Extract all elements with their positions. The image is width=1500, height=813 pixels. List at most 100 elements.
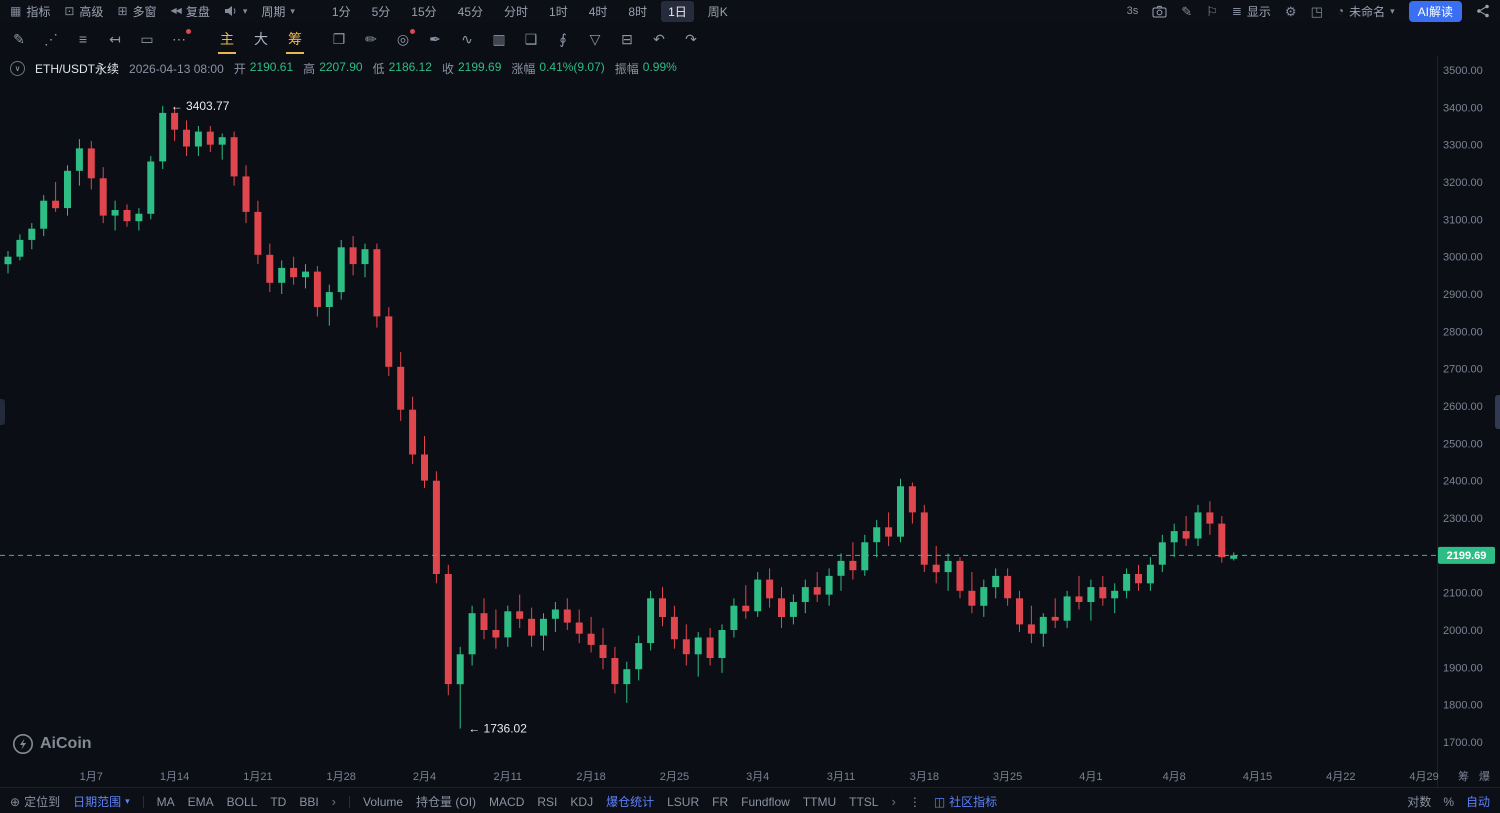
date-axis[interactable]: 1月7 1月14 1月21 1月28 2月4 2月11 2月18 2月25 3月4 3月11 3月1… bbox=[80, 771, 1439, 783]
timeframe-周K[interactable]: 周K bbox=[707, 4, 728, 19]
svg-text:2300.00: 2300.00 bbox=[1443, 513, 1483, 525]
ray-icon[interactable]: ↤ bbox=[109, 30, 121, 47]
svg-text:3月18: 3月18 bbox=[910, 771, 939, 783]
indicator-LSUR[interactable]: LSUR bbox=[667, 794, 700, 809]
annotate-icon[interactable]: ✎ bbox=[1181, 3, 1193, 19]
indicator-EMA[interactable]: EMA bbox=[187, 794, 214, 809]
indicator-TD[interactable]: TD bbox=[270, 794, 287, 809]
note-edit-icon[interactable]: ❐ bbox=[332, 30, 346, 47]
axis-option-%[interactable]: % bbox=[1443, 794, 1454, 809]
axis-option-自动[interactable]: 自动 bbox=[1465, 795, 1490, 809]
indicator-TTMU[interactable]: TTMU bbox=[802, 794, 837, 809]
paperclip-icon[interactable]: ∮ bbox=[559, 30, 567, 47]
svg-text:1月21: 1月21 bbox=[243, 771, 272, 783]
indicator-MA[interactable]: MA bbox=[156, 794, 175, 809]
replay-label: 复盘 bbox=[185, 4, 210, 19]
zoom-search-icon[interactable]: ◎ bbox=[394, 28, 415, 48]
indicator-MACD[interactable]: MACD bbox=[489, 794, 525, 809]
wave-icon[interactable]: ∿ bbox=[461, 30, 473, 47]
pencil-icon[interactable]: ✎ bbox=[13, 30, 25, 47]
expand-indicators-chevron[interactable]: › bbox=[891, 794, 896, 809]
menu-replay[interactable]: ◀◀ 复盘 bbox=[171, 3, 210, 20]
indicator-持仓量-(OI)[interactable]: 持仓量 (OI) bbox=[416, 795, 477, 809]
camera-icon[interactable] bbox=[1152, 5, 1167, 18]
candlestick-chart[interactable]: 3500.00 3400.00 3300.00 3200.00 3100.00 3000.… bbox=[0, 56, 1500, 788]
chevron-down-icon: ▾ bbox=[125, 796, 130, 806]
mores-icon[interactable]: ⋯ bbox=[170, 28, 191, 48]
svg-text:1800.00: 1800.00 bbox=[1443, 700, 1483, 712]
expand-ma-chevron[interactable]: › bbox=[331, 794, 337, 809]
indicator-TTSL[interactable]: TTSL bbox=[849, 794, 879, 809]
more-vertical-icon[interactable]: ⋮ bbox=[908, 794, 921, 809]
indicator-BBI[interactable]: BBI bbox=[299, 794, 319, 809]
svg-text:2400.00: 2400.00 bbox=[1443, 476, 1483, 488]
chart-tab-大[interactable]: 大 bbox=[254, 31, 268, 47]
pen-icon[interactable]: ✒ bbox=[429, 30, 441, 47]
filter-icon[interactable]: ▽ bbox=[589, 30, 601, 47]
timeframe-1日[interactable]: 1日 bbox=[661, 0, 694, 22]
chevron-down-icon: ▾ bbox=[242, 5, 248, 16]
toggle-liquidation[interactable]: 爆 bbox=[1479, 769, 1490, 783]
svg-text:3300.00: 3300.00 bbox=[1443, 140, 1483, 152]
brush-icon[interactable]: ✏ bbox=[365, 30, 377, 47]
svg-text:2900.00: 2900.00 bbox=[1443, 289, 1483, 301]
chart-tab-主[interactable]: 主 bbox=[218, 24, 236, 54]
date-range-button[interactable]: 日期范围 ▾ bbox=[73, 793, 130, 810]
lines-list-icon[interactable]: ≡ bbox=[78, 31, 88, 47]
right-scrollbar-handle[interactable] bbox=[1495, 395, 1500, 429]
trash-icon[interactable]: ⊟ bbox=[621, 30, 633, 47]
locate-button[interactable]: ⊕ 定位到 bbox=[10, 793, 60, 810]
redo-icon[interactable]: ↷ bbox=[685, 30, 697, 47]
sound-toggle[interactable]: ▾ bbox=[224, 5, 248, 17]
indicator-KDJ[interactable]: KDJ bbox=[570, 794, 594, 809]
indicator-爆仓统计[interactable]: 爆仓统计 bbox=[606, 795, 655, 809]
timeframe-15分[interactable]: 15分 bbox=[411, 4, 437, 19]
period-menu[interactable]: 周期 ▾ bbox=[261, 3, 295, 20]
share-icon[interactable] bbox=[1476, 4, 1490, 18]
field-label: 开 bbox=[233, 62, 246, 76]
timeframe-8时[interactable]: 8时 bbox=[628, 4, 648, 19]
rectangle-icon[interactable]: ▭ bbox=[140, 30, 154, 47]
template-icon[interactable]: ❑ bbox=[524, 30, 538, 47]
indicator-Fundflow[interactable]: Fundflow bbox=[741, 794, 790, 809]
indicator-Volume[interactable]: Volume bbox=[363, 794, 404, 809]
indicator-RSI[interactable]: RSI bbox=[537, 794, 558, 809]
menu-indicators[interactable]: ▦ 指标 bbox=[10, 3, 50, 20]
field-label: 振幅 bbox=[614, 62, 639, 76]
indicator-BOLL[interactable]: BOLL bbox=[226, 794, 258, 809]
svg-text:1月28: 1月28 bbox=[327, 771, 356, 783]
ai-interpret-button[interactable]: AI解读 bbox=[1408, 0, 1462, 22]
timeframe-1时[interactable]: 1时 bbox=[549, 4, 568, 19]
collapse-chevron-icon[interactable]: ∨ bbox=[10, 61, 25, 76]
fullscreen-icon[interactable]: ◳ bbox=[1310, 3, 1323, 19]
toggle-chips[interactable]: 筹 bbox=[1458, 769, 1469, 783]
menu-advanced[interactable]: ⊡ 高级 bbox=[64, 3, 103, 20]
axis-options-group: 对数% 自动 bbox=[1407, 793, 1490, 810]
svg-text:3500.00: 3500.00 bbox=[1443, 65, 1483, 77]
trendline-icon[interactable]: ⋰ bbox=[44, 30, 58, 47]
axis-option-对数[interactable]: 对数 bbox=[1407, 795, 1432, 809]
menu-multi-window[interactable]: ⊞ 多窗 bbox=[117, 3, 156, 20]
left-panel-handle[interactable] bbox=[0, 399, 5, 425]
chart-tab-筹[interactable]: 筹 bbox=[286, 24, 304, 54]
multi-window-icon: ⊞ bbox=[117, 4, 128, 18]
undo-icon[interactable]: ↶ bbox=[653, 30, 665, 47]
community-indicators-button[interactable]: ◫ 社区指标 bbox=[934, 793, 997, 810]
timeframe-1分[interactable]: 1分 bbox=[331, 4, 351, 19]
briefcase-icon[interactable]: ▥ bbox=[492, 30, 506, 47]
flag-icon[interactable]: ⚐ bbox=[1206, 3, 1218, 19]
layout-menu[interactable]: ◔ 未命名 ▾ bbox=[1337, 3, 1395, 20]
multi-window-label: 多窗 bbox=[132, 4, 157, 19]
field-label: 涨幅 bbox=[511, 62, 536, 76]
indicator-FR[interactable]: FR bbox=[712, 794, 729, 809]
timeframe-4时[interactable]: 4时 bbox=[588, 4, 608, 19]
timeframe-45分[interactable]: 45分 bbox=[457, 4, 484, 19]
display-menu[interactable]: ≣ 显示 bbox=[1232, 3, 1271, 20]
settings-gear-icon[interactable]: ⚙ bbox=[1284, 3, 1297, 19]
field-value: 2190.61 bbox=[249, 60, 294, 74]
timeframe-5分[interactable]: 5分 bbox=[371, 4, 391, 19]
timeframe-分时[interactable]: 分时 bbox=[504, 4, 529, 19]
period-label: 周期 bbox=[261, 4, 286, 19]
display-label: 显示 bbox=[1246, 4, 1271, 19]
symbol-name[interactable]: ETH/USDT永续 bbox=[35, 62, 120, 76]
